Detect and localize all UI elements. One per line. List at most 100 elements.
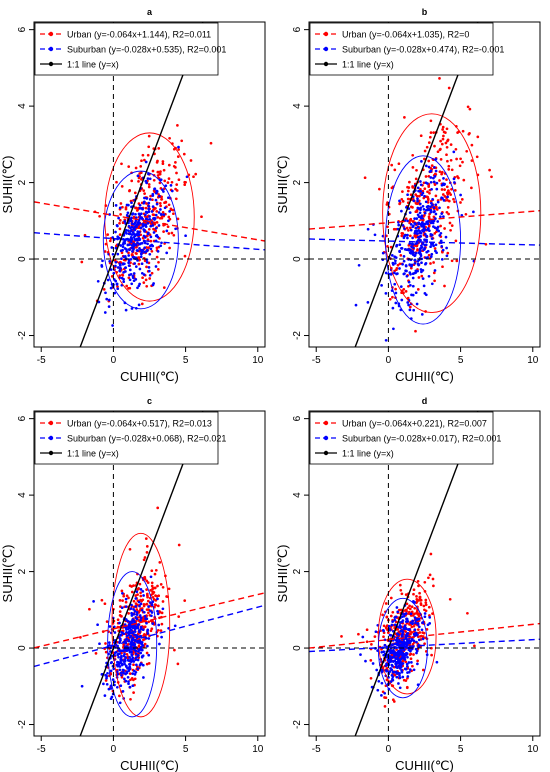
data-point (408, 604, 411, 608)
data-point (398, 262, 402, 266)
data-point (420, 313, 424, 316)
data-point (209, 141, 213, 145)
data-point (140, 648, 144, 652)
data-point (397, 652, 401, 656)
data-point (380, 284, 383, 287)
data-point (404, 620, 408, 623)
data-point (135, 610, 139, 614)
data-point (476, 135, 480, 139)
data-point (412, 246, 415, 250)
data-point (382, 629, 385, 633)
data-point (408, 668, 412, 671)
data-point (391, 306, 395, 310)
data-point (378, 187, 381, 191)
data-point (389, 273, 393, 276)
data-point (421, 668, 425, 672)
data-point (459, 201, 462, 204)
data-point (125, 284, 129, 288)
data-point (102, 288, 106, 291)
data-point (139, 602, 143, 606)
data-point (420, 274, 424, 278)
data-point (132, 279, 136, 283)
data-point (408, 271, 412, 274)
confidence-ellipse-suburban (102, 170, 179, 310)
data-point (115, 685, 119, 689)
data-point (134, 243, 138, 247)
data-point (134, 206, 138, 210)
data-point (399, 254, 403, 257)
data-point (116, 618, 120, 622)
data-point (414, 329, 417, 333)
y-tick-label: -2 (17, 331, 28, 340)
data-point (152, 213, 156, 217)
data-point (433, 175, 437, 178)
data-point (135, 625, 138, 629)
data-point (472, 210, 475, 214)
data-point (402, 640, 406, 644)
data-point (442, 134, 445, 138)
data-point (105, 682, 109, 686)
data-point (419, 602, 423, 605)
data-point (148, 233, 152, 237)
data-point (110, 695, 114, 699)
data-point (150, 581, 154, 585)
data-point (407, 303, 410, 307)
data-point (432, 206, 436, 210)
data-point (414, 177, 418, 181)
data-point (364, 659, 367, 663)
data-point (136, 587, 140, 591)
data-point (365, 628, 369, 632)
data-point (146, 632, 150, 635)
data-point (132, 227, 136, 231)
data-point (116, 285, 119, 288)
data-point (134, 652, 138, 656)
chart-panel-b: b -5 0 5 10 -2 0 2 4 6 CUHII(℃) SUHII(℃) Urban (y=-0… (275, 7, 541, 384)
data-point (403, 116, 406, 119)
data-point (390, 163, 394, 167)
y-tick-label: 4 (292, 103, 303, 109)
data-point (131, 684, 135, 688)
data-point (395, 244, 398, 248)
data-point (382, 653, 386, 657)
data-point (442, 177, 445, 180)
data-point (398, 674, 401, 678)
data-point (415, 168, 418, 172)
data-point (163, 179, 167, 183)
data-point (155, 255, 159, 259)
data-point (167, 163, 171, 167)
data-point (369, 676, 373, 680)
data-point (470, 143, 474, 147)
data-point (124, 597, 128, 601)
data-point (143, 632, 146, 636)
data-point (120, 257, 123, 261)
data-point (410, 605, 414, 609)
data-point (414, 251, 418, 255)
data-point (408, 226, 412, 230)
data-point (154, 213, 158, 217)
data-point (466, 105, 470, 109)
data-point (96, 279, 100, 283)
data-point (454, 147, 458, 151)
data-point (396, 610, 400, 614)
y-tick-label: 2 (292, 568, 303, 574)
legend: Urban (y=-0.064x+1.144), R2=0.011 Suburba… (34, 22, 226, 76)
plot-area (309, 411, 540, 736)
data-point (423, 612, 427, 615)
data-point (125, 637, 128, 641)
data-point (133, 262, 137, 265)
data-point (418, 631, 422, 634)
data-point (397, 661, 400, 665)
data-point (128, 649, 131, 652)
data-point (105, 620, 109, 623)
data-point (138, 604, 141, 608)
data-point (405, 632, 409, 636)
data-point (391, 295, 394, 299)
data-point (459, 157, 462, 161)
data-point (428, 616, 432, 619)
data-point (414, 226, 418, 230)
data-point (412, 199, 416, 203)
data-point (425, 145, 429, 149)
data-point (488, 168, 491, 172)
data-point (120, 606, 124, 610)
data-point (389, 614, 393, 618)
